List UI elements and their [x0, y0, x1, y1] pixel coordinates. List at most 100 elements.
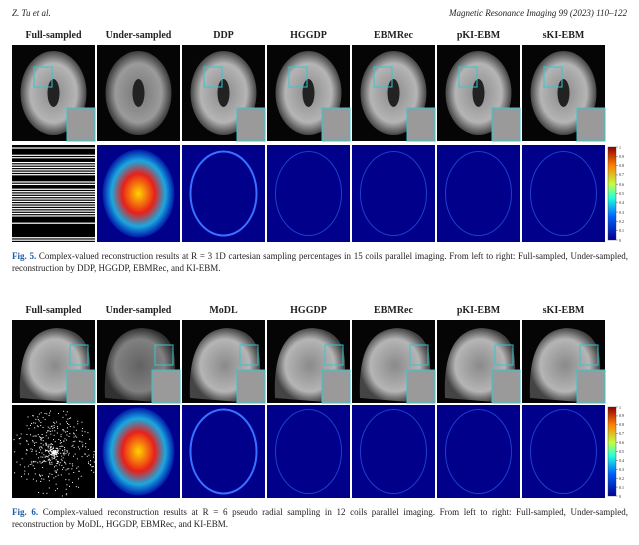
- mask-dot: [58, 464, 60, 466]
- mask-line: [12, 181, 95, 183]
- error-map: [352, 145, 435, 242]
- mask-dot: [89, 463, 91, 465]
- mask-dot: [45, 442, 47, 444]
- mask-dot: [57, 462, 59, 464]
- mask-dot: [51, 425, 53, 427]
- mask-dot: [93, 451, 95, 453]
- mask-dot: [69, 485, 71, 487]
- mask-dot: [77, 478, 79, 480]
- mask-line: [12, 164, 95, 166]
- zoom-inset: [576, 369, 606, 404]
- mask-dot: [45, 461, 47, 463]
- column-title: Full-sampled: [25, 30, 82, 41]
- mask-dot: [56, 432, 58, 434]
- mask-dot: [41, 437, 43, 439]
- mask-dot: [66, 450, 68, 452]
- mask-dot: [26, 440, 28, 442]
- mask-dot: [71, 463, 73, 465]
- mask-dot: [45, 449, 47, 451]
- mask-dot: [52, 454, 54, 456]
- mask-dot: [59, 462, 61, 464]
- mask-dot: [74, 440, 76, 442]
- mask-dot: [54, 450, 56, 452]
- mask-dot: [73, 433, 75, 435]
- mask-dot: [62, 457, 64, 459]
- mask-dot: [67, 422, 69, 424]
- mask-dot: [57, 462, 59, 464]
- mask-dot: [50, 426, 52, 428]
- mask-dot: [37, 416, 39, 418]
- mask-dot: [92, 466, 94, 468]
- mask-line: [12, 174, 95, 176]
- mask-dot: [68, 424, 70, 426]
- mask-dot: [51, 448, 53, 450]
- column-title: sKI-EBM: [542, 305, 585, 316]
- mask-dot: [62, 429, 64, 431]
- mask-line: [12, 237, 95, 239]
- mask-dot: [40, 462, 42, 464]
- error-faint: [530, 151, 597, 236]
- mask-dot: [40, 442, 42, 444]
- mask-dot: [68, 435, 70, 437]
- mask-dot: [59, 448, 61, 450]
- colorbar-tick-label: 0.7: [619, 431, 624, 437]
- mask-dot: [68, 473, 70, 475]
- mask-dot: [46, 432, 48, 434]
- mask-dot: [52, 427, 54, 429]
- mask-dot: [50, 410, 52, 412]
- mask-dot: [51, 430, 53, 432]
- mask-dot: [76, 458, 78, 460]
- mask-dot: [55, 483, 57, 485]
- mask-dot: [40, 412, 42, 414]
- mask-dot: [63, 454, 65, 456]
- ventricle: [302, 79, 315, 107]
- mask-dot: [63, 440, 65, 442]
- column-title: DDP: [213, 30, 234, 41]
- mask-dot: [30, 434, 32, 436]
- mask-dot: [51, 444, 53, 446]
- mask-dot: [47, 430, 49, 432]
- mask-dot: [55, 449, 57, 451]
- mask-dot: [24, 470, 26, 472]
- mask-dot: [53, 439, 55, 441]
- zoom-box: [69, 344, 89, 366]
- mask-dot: [56, 450, 58, 452]
- mask-dot: [30, 424, 32, 426]
- mask-dot: [53, 427, 55, 429]
- zoom-box: [373, 66, 393, 88]
- mask-dot: [59, 446, 61, 448]
- zoom-inset: [491, 369, 521, 404]
- mask-dot: [51, 458, 53, 460]
- mask-dot: [49, 412, 51, 414]
- mask-dot: [51, 451, 53, 453]
- mask-dot: [62, 450, 64, 452]
- mask-dot: [41, 452, 43, 454]
- mask-dot: [40, 422, 42, 424]
- mask-dot: [57, 452, 59, 454]
- mask-dot: [26, 425, 28, 427]
- mask-dot: [53, 434, 55, 436]
- error-map: [437, 145, 520, 242]
- mask-dot: [37, 462, 39, 464]
- colorbar-tick-label: 0.2: [619, 475, 624, 481]
- mask-dot: [21, 458, 23, 460]
- mask-line: [12, 154, 95, 156]
- mask-dot: [81, 456, 83, 458]
- mask-dot: [49, 430, 51, 432]
- column-title: sKI-EBM: [542, 30, 585, 41]
- mask-dot: [54, 451, 56, 453]
- mask-dot: [34, 473, 36, 475]
- mask-dot: [38, 413, 40, 415]
- mask-dot: [91, 466, 93, 468]
- mask-dot: [46, 443, 48, 445]
- mask-dot: [39, 461, 41, 463]
- mask-dot: [76, 436, 78, 438]
- mask-dot: [73, 455, 75, 457]
- mask-dot: [35, 480, 37, 482]
- mask-dot: [30, 448, 32, 450]
- colorbar-tick-label: 0.5: [619, 191, 624, 196]
- mask-dot: [16, 434, 18, 436]
- mask-line: [12, 195, 95, 198]
- error-map: [522, 405, 605, 498]
